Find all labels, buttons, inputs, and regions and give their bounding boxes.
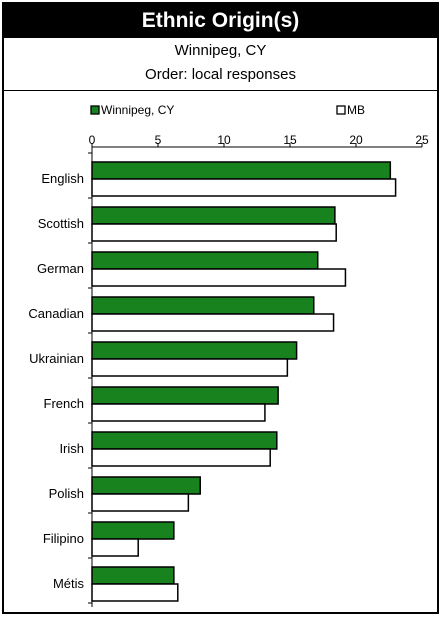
bar-winnipeg	[91, 296, 315, 315]
x-tick-label: 10	[217, 133, 231, 147]
category-label: French	[44, 396, 84, 411]
bar-mb	[91, 403, 266, 422]
bar-mb	[91, 493, 190, 512]
legend-label-1: Winnipeg, CY	[101, 103, 174, 117]
chart-subtitle-order: Order: local responses	[145, 66, 296, 83]
bar-winnipeg	[91, 476, 201, 495]
bar-mb	[91, 358, 289, 377]
bar-mb	[91, 583, 179, 602]
legend-swatch-1	[90, 105, 100, 115]
chart-frame: Ethnic Origin(s) Winnipeg, CY Order: loc…	[2, 2, 439, 614]
bar-mb	[91, 448, 271, 467]
x-tick-label: 25	[415, 133, 429, 147]
legend-label-2: MB	[347, 103, 365, 117]
bar-winnipeg	[91, 431, 278, 450]
category-label: English	[41, 171, 84, 186]
category-label: Canadian	[28, 306, 84, 321]
bar-winnipeg	[91, 251, 319, 270]
category-label: Ukrainian	[29, 351, 84, 366]
bar-mb	[91, 178, 397, 197]
bar-winnipeg	[91, 386, 279, 405]
bar-winnipeg	[91, 161, 392, 180]
x-tick-label: 15	[283, 133, 297, 147]
category-label: Irish	[59, 441, 84, 456]
chart-title: Ethnic Origin(s)	[4, 4, 437, 38]
bar-winnipeg	[91, 206, 336, 225]
category-label: Polish	[49, 486, 84, 501]
category-label: Filipino	[43, 531, 84, 546]
category-label: German	[37, 261, 84, 276]
x-tick-label: 0	[89, 133, 96, 147]
header-divider	[4, 90, 437, 91]
bar-mb	[91, 268, 347, 287]
legend-swatch-2	[336, 105, 346, 115]
bar-mb	[91, 223, 337, 242]
bar-winnipeg	[91, 341, 298, 360]
bar-mb	[91, 538, 139, 557]
category-label: Scottish	[38, 216, 84, 231]
bar-winnipeg	[91, 521, 175, 540]
bar-mb	[91, 313, 335, 332]
x-tick-label: 20	[349, 133, 363, 147]
category-label: Métis	[53, 576, 85, 591]
chart-subtitle-location: Winnipeg, CY	[174, 42, 267, 59]
x-tick-label: 5	[155, 133, 162, 147]
bar-winnipeg	[91, 566, 175, 585]
